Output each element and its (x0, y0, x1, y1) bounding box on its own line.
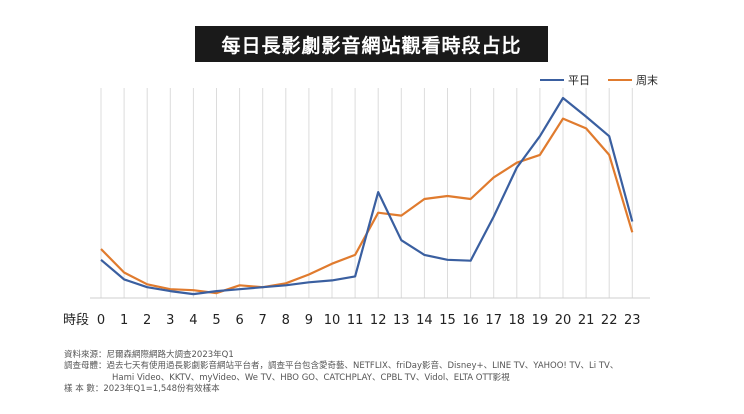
x-tick-label: 7 (259, 313, 267, 328)
x-tick-label: 8 (282, 313, 290, 328)
x-tick-label: 13 (393, 313, 410, 328)
legend-item-weekend: 周末 (608, 72, 658, 88)
footnote-sample: 樣 本 數：2023年Q1=1,548份有效樣本 (64, 384, 220, 395)
legend-item-weekday: 平日 (540, 72, 590, 88)
x-tick-label: 5 (212, 313, 220, 328)
x-tick-label: 0 (97, 313, 105, 328)
x-tick-label: 11 (347, 313, 364, 328)
x-tick-label: 10 (324, 313, 341, 328)
x-tick-label: 4 (189, 313, 197, 328)
x-tick-label: 23 (624, 313, 641, 328)
footnotes: 資料來源：尼爾森網際網路大調查2023年Q1 調查母體：過去七天有使用過長影劇影… (64, 350, 618, 396)
x-tick-label: 22 (601, 313, 618, 328)
x-tick-label: 1 (120, 313, 128, 328)
x-tick-label: 12 (370, 313, 387, 328)
x-tick-label: 2 (143, 313, 151, 328)
x-tick-label: 21 (578, 313, 595, 328)
x-tick-label: 20 (555, 313, 572, 328)
x-tick-label: 17 (485, 313, 502, 328)
x-tick-label: 18 (509, 313, 526, 328)
x-tick-label: 16 (462, 313, 479, 328)
x-tick-label: 6 (235, 313, 243, 328)
footnote-population-cont: Hami Video、KKTV、myVideo、We TV、HBO GO、CAT… (112, 372, 510, 383)
series-line-weekday (100, 96, 634, 296)
x-tick-label: 15 (439, 313, 456, 328)
x-tick-label: 3 (166, 313, 174, 328)
legend-swatch-weekend (608, 78, 632, 82)
x-tick-label: 19 (532, 313, 549, 328)
legend: 平日 周末 (540, 72, 658, 88)
x-tick-label: 9 (305, 313, 313, 328)
series-line-weekend (100, 117, 634, 295)
legend-swatch-weekday (540, 78, 564, 82)
legend-label-weekend: 周末 (636, 74, 658, 87)
footnote-source: 資料來源：尼爾森網際網路大調查2023年Q1 (64, 350, 234, 360)
footnote-population: 調查母體：過去七天有使用過長影劇影音網站平台者，調查平台包含愛奇藝、NETFLI… (64, 361, 619, 372)
x-axis-label: 時段 (63, 313, 89, 328)
chart-title: 每日長影劇影音網站觀看時段占比 (195, 26, 548, 62)
x-tick-label: 14 (416, 313, 433, 328)
legend-label-weekday: 平日 (568, 74, 590, 87)
